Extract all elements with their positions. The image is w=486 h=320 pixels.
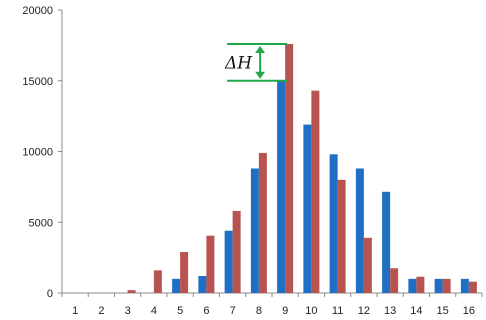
annotation-arrow-head-up (255, 45, 266, 53)
bar-series-2 (206, 235, 215, 293)
bar-series-1 (329, 154, 338, 293)
x-tick-label: 9 (282, 305, 288, 317)
x-tick-label: 5 (177, 305, 183, 317)
annotation-label: ΔH (224, 53, 253, 73)
x-tick-label: 12 (358, 305, 370, 317)
bars (127, 43, 477, 294)
bar-series-2 (180, 251, 189, 293)
x-tick-label: 1 (72, 305, 78, 317)
y-tick-label: 20000 (22, 5, 53, 17)
x-tick-label: 16 (463, 305, 475, 317)
bar-series-1 (224, 230, 233, 293)
bar-series-2 (442, 278, 451, 293)
annotation-arrow-head-down (255, 71, 266, 79)
bar-series-1 (250, 168, 259, 293)
x-tick-label: 4 (151, 305, 157, 317)
bar-series-2 (311, 90, 320, 293)
bar-series-2 (285, 43, 294, 294)
bar-series-2 (232, 210, 241, 293)
bar-series-1 (198, 276, 207, 293)
bar-series-2 (153, 270, 162, 293)
bar-series-2 (258, 152, 267, 293)
x-tick-label: 2 (98, 305, 104, 317)
bar-series-1 (460, 278, 469, 293)
bar-series-2 (363, 237, 372, 293)
bar-series-1 (382, 191, 391, 293)
x-axis-ticks: 1 2 3 4 5 6 7 8 9 10 11 12 13 14 15 16 (61, 293, 483, 317)
y-tick-label: 0 (47, 288, 53, 300)
x-tick-label: 6 (203, 305, 209, 317)
delta-h-annotation: ΔH (224, 42, 288, 82)
bar-series-2 (390, 268, 399, 293)
bar-series-2 (127, 290, 136, 293)
bar-series-1 (172, 278, 181, 293)
bar-series-1 (434, 278, 443, 293)
y-tick-label: 15000 (22, 76, 53, 88)
bar-series-2 (416, 276, 425, 293)
bar-series-2 (468, 281, 477, 293)
x-tick-label: 14 (410, 305, 422, 317)
bar-series-1 (355, 168, 364, 293)
x-tick-label: 3 (125, 305, 131, 317)
bar-series-2 (337, 179, 346, 293)
x-tick-label: 8 (256, 305, 262, 317)
x-tick-label: 7 (230, 305, 236, 317)
x-tick-label: 15 (437, 305, 449, 317)
x-tick-label: 11 (332, 305, 343, 317)
x-tick-label: 13 (384, 305, 396, 317)
bar-series-1 (408, 278, 417, 293)
y-axis-ticks: 0 5000 10000 15000 20000 (22, 5, 62, 300)
bar-series-1 (303, 124, 312, 294)
chart-axes (61, 10, 482, 294)
bar-series-1 (277, 80, 286, 293)
y-tick-label: 5000 (29, 217, 53, 229)
y-tick-label: 10000 (22, 147, 53, 159)
x-tick-label: 10 (305, 305, 317, 317)
